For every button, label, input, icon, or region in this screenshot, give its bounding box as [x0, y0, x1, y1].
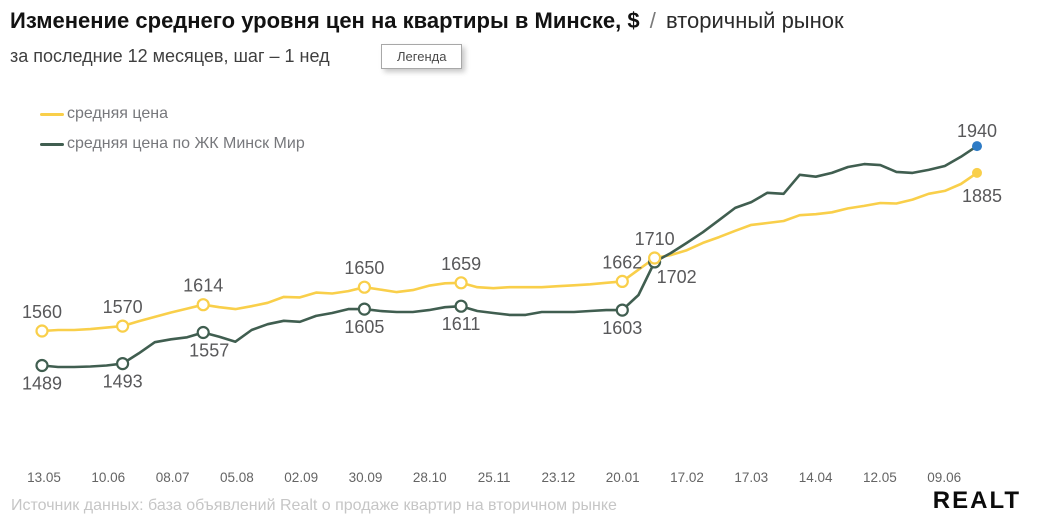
x-axis-tick-label: 17.02 [670, 470, 704, 485]
data-point-marker[interactable] [357, 280, 371, 294]
data-point-label: 1611 [442, 314, 481, 334]
x-axis-tick-label: 09.06 [927, 470, 961, 485]
chart-title-suffix: вторичный рынок [665, 8, 844, 33]
x-axis-tick-label: 05.08 [220, 470, 254, 485]
x-axis-tick-label: 08.07 [156, 470, 190, 485]
chart-title: Изменение среднего уровня цен на квартир… [10, 8, 844, 34]
data-point-label: 1603 [602, 318, 642, 338]
data-point-marker[interactable] [454, 276, 468, 290]
data-point-label: 1662 [602, 252, 642, 272]
data-point-label: 1710 [635, 229, 675, 249]
legend-item-1[interactable]: средняя цена [40, 99, 305, 129]
data-point-end-dot[interactable] [972, 167, 982, 178]
data-point-label: 1614 [183, 276, 223, 296]
data-point-label: 1885 [962, 186, 1002, 206]
data-point-marker[interactable] [115, 319, 130, 333]
x-axis-tick-label: 02.09 [284, 470, 318, 485]
data-point-label: 1702 [657, 267, 697, 287]
legend-item-label: средняя цена по ЖК Минск Мир [67, 135, 305, 152]
x-axis-tick-label: 20.01 [606, 470, 640, 485]
data-point-marker[interactable] [647, 251, 662, 265]
chart-subtitle: за последние 12 месяцев, шаг – 1 нед [10, 46, 330, 66]
series-line-2 [40, 144, 979, 369]
data-point-marker[interactable] [196, 325, 210, 340]
data-point-label: 1560 [22, 302, 62, 322]
data-point-marker[interactable] [615, 274, 629, 288]
data-point-marker[interactable] [35, 324, 49, 338]
data-point-marker[interactable] [454, 299, 468, 313]
legend-item-label: средняя цена [67, 105, 169, 122]
x-axis-tick-label: 28.10 [413, 470, 447, 485]
data-point-marker[interactable] [357, 302, 371, 316]
x-axis-tick-label: 14.04 [799, 470, 833, 485]
chart-legend: средняя цена средняя цена по ЖК Минск Мир [40, 99, 305, 159]
data-point-label: 1557 [189, 341, 229, 361]
legend-item-2[interactable]: средняя цена по ЖК Минск Мир [40, 129, 305, 159]
data-point-label: 1659 [441, 254, 481, 274]
data-point-label: 1940 [957, 121, 997, 141]
data-point-label: 1489 [22, 374, 62, 394]
data-point-marker[interactable] [615, 303, 629, 317]
legend-line-swatch-icon [40, 112, 64, 116]
data-point-marker[interactable] [196, 298, 210, 312]
data-point-marker[interactable] [115, 357, 130, 371]
chart-title-main: Изменение среднего уровня цен на квартир… [10, 8, 640, 33]
legend-tooltip: Легенда [381, 44, 463, 69]
x-axis-tick-label: 17.03 [734, 470, 768, 485]
data-point-label: 1570 [103, 297, 143, 317]
series-line-1 [40, 171, 979, 333]
x-axis-tick-label: 25.11 [478, 470, 511, 485]
data-source-note: Источник данных: база объявлений Realt о… [11, 497, 617, 514]
data-point-label: 1650 [344, 258, 384, 278]
x-axis-tick-label: 12.05 [863, 470, 897, 485]
realt-logo[interactable]: Realt [932, 487, 1021, 514]
x-axis-tick-label: 23.12 [542, 470, 576, 485]
data-point-label: 1493 [103, 372, 143, 392]
x-axis-tick-label: 13.05 [27, 470, 61, 485]
legend-line-swatch-icon [40, 142, 64, 146]
data-point-label: 1605 [344, 317, 384, 337]
data-point-marker[interactable] [35, 358, 49, 373]
x-axis-tick-label: 30.09 [349, 470, 383, 485]
x-axis-tick-label: 10.06 [91, 470, 125, 485]
chart-title-separator: / [649, 8, 656, 33]
data-point-end-dot[interactable] [972, 141, 982, 152]
